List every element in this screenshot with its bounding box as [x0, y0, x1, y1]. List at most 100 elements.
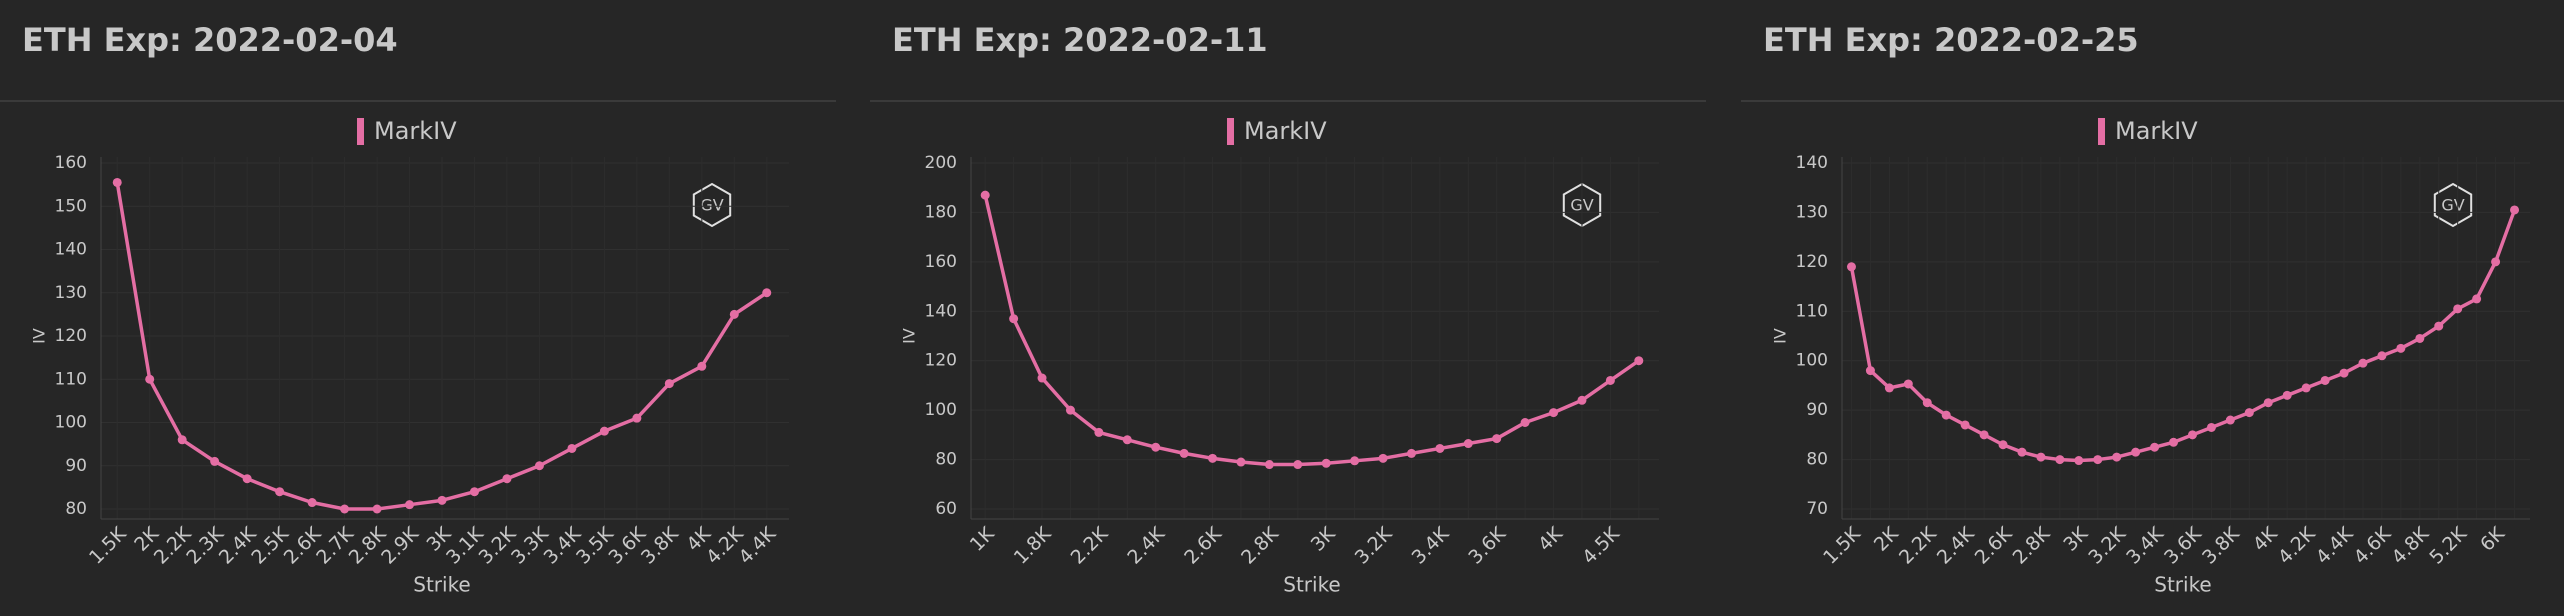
data-point: [502, 474, 512, 484]
data-point: [1378, 453, 1388, 463]
y-tick-label: 80: [1806, 450, 1828, 470]
legend-swatch: [357, 118, 364, 145]
data-point: [2187, 430, 2197, 440]
data-point: [2017, 447, 2027, 457]
y-tick-label: 140: [925, 301, 957, 321]
y-tick-label: 160: [55, 153, 87, 173]
data-point: [1293, 460, 1303, 470]
data-point: [2377, 351, 2387, 361]
data-point: [567, 443, 577, 453]
y-tick-label: 60: [935, 499, 957, 519]
data-point: [1960, 420, 1970, 430]
data-point: [599, 426, 609, 436]
data-point: [469, 487, 479, 497]
data-point: [2510, 205, 2520, 215]
data-point: [1941, 410, 1951, 420]
data-point: [2301, 383, 2311, 393]
data-point: [1605, 375, 1615, 385]
y-axis-label: IV: [900, 328, 919, 344]
data-point: [1463, 439, 1473, 449]
logo-text: GV: [700, 196, 723, 215]
data-point: [307, 498, 317, 508]
data-point: [632, 413, 642, 423]
data-point: [1406, 448, 1416, 458]
legend-swatch: [1227, 118, 1234, 145]
data-point: [372, 504, 382, 514]
y-tick-label: 120: [55, 326, 87, 346]
data-point: [1009, 314, 1019, 324]
data-point: [437, 495, 447, 505]
data-point: [2169, 437, 2179, 447]
legend-label: MarkIV: [1244, 117, 1327, 145]
data-point: [1922, 398, 1932, 408]
data-point: [2074, 456, 2084, 466]
data-point: [2244, 408, 2254, 418]
y-tick-label: 100: [55, 413, 87, 433]
y-tick-label: 100: [925, 400, 957, 420]
y-tick-label: 120: [1796, 252, 1828, 272]
data-point: [1236, 457, 1246, 467]
y-tick-label: 100: [1796, 351, 1828, 371]
data-point: [405, 500, 415, 510]
data-point: [1884, 383, 1894, 393]
y-tick-label: 130: [55, 283, 87, 303]
data-point: [1634, 356, 1644, 366]
data-point: [1846, 262, 1856, 272]
data-point: [2112, 452, 2122, 462]
y-tick-label: 80: [65, 499, 87, 519]
data-point: [1998, 440, 2008, 450]
x-axis-label: Strike: [413, 573, 471, 597]
data-point: [2225, 415, 2235, 425]
y-tick-label: 90: [1806, 400, 1828, 420]
data-point: [2263, 398, 2273, 408]
data-point: [1435, 443, 1445, 453]
y-tick-label: 70: [1806, 499, 1828, 519]
data-point: [2453, 304, 2463, 314]
data-point: [1979, 430, 1989, 440]
data-point: [2206, 422, 2216, 432]
data-point: [112, 177, 122, 187]
legend-label: MarkIV: [2115, 117, 2198, 145]
legend-label: MarkIV: [374, 117, 457, 145]
panel-title: ETH Exp: 2022-02-25: [1763, 21, 2139, 59]
data-point: [210, 456, 220, 466]
data-point: [1865, 366, 1875, 376]
y-tick-label: 80: [935, 450, 957, 470]
data-point: [2282, 390, 2292, 400]
data-point: [729, 309, 739, 319]
y-axis-label: IV: [1771, 328, 1790, 344]
x-axis-label: Strike: [1283, 573, 1341, 597]
data-point: [1037, 373, 1047, 383]
data-point: [1520, 418, 1530, 427]
data-point: [534, 461, 544, 471]
data-point: [1903, 379, 1913, 389]
data-point: [1122, 435, 1132, 445]
y-tick-label: 110: [1796, 301, 1828, 321]
data-point: [275, 487, 285, 497]
y-tick-label: 160: [925, 252, 957, 272]
y-tick-label: 110: [55, 369, 87, 389]
y-tick-label: 180: [925, 202, 957, 222]
y-tick-label: 200: [925, 153, 957, 173]
logo-hexagon: [2433, 182, 2473, 228]
data-point: [2093, 455, 2103, 465]
data-point: [1492, 434, 1502, 444]
data-point: [1094, 427, 1104, 437]
y-tick-label: 140: [55, 240, 87, 260]
legend-swatch: [2098, 118, 2105, 145]
y-axis-label: IV: [30, 328, 49, 344]
data-point: [2491, 257, 2501, 267]
panel-title: ETH Exp: 2022-02-04: [22, 21, 398, 59]
logo-text: GV: [2441, 196, 2464, 215]
data-point: [1549, 408, 1559, 418]
data-point: [340, 504, 350, 514]
data-point: [1264, 460, 1274, 470]
data-point: [1179, 448, 1189, 458]
panel-title: ETH Exp: 2022-02-11: [892, 21, 1268, 59]
data-point: [980, 190, 990, 200]
data-point: [2434, 321, 2444, 331]
x-axis-label: Strike: [2154, 573, 2212, 597]
data-point: [177, 435, 187, 445]
